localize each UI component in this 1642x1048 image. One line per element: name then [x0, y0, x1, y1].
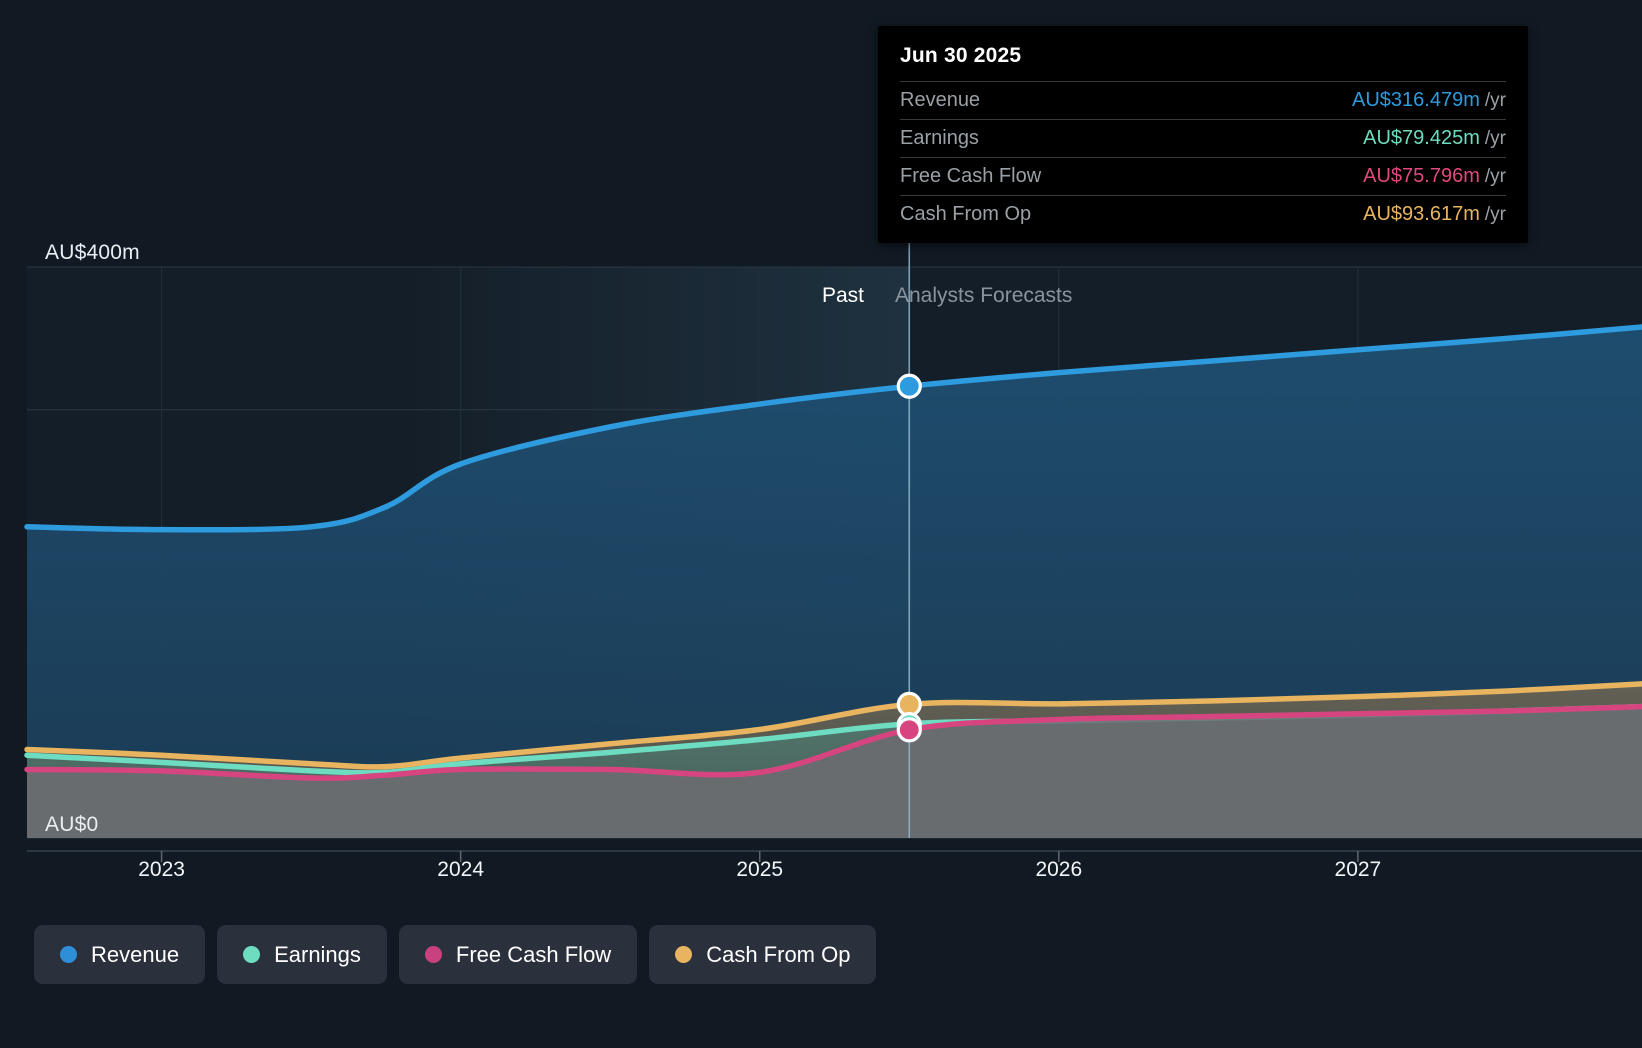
- legend-label: Free Cash Flow: [455, 941, 612, 967]
- chart-legend[interactable]: Revenue Earnings Free Cash Flow Cash From O…: [34, 925, 877, 984]
- legend-item-earnings[interactable]: Earnings: [217, 925, 387, 984]
- legend-color-dot-icon: [60, 946, 77, 963]
- legend-color-dot-icon: [424, 946, 442, 963]
- tooltip-row: Revenue AU$316.479m/yr: [900, 81, 1506, 119]
- tooltip-date: Jun 30 2025: [900, 44, 1022, 67]
- tooltip-metric-unit: /yr: [1484, 90, 1506, 111]
- tooltip-row: Free Cash Flow AU$75.796m/yr: [900, 157, 1506, 195]
- past-band-label: Past: [821, 284, 864, 307]
- forecast-band-label: Analysts Forecasts: [895, 284, 1073, 307]
- tooltip-row: Earnings AU$79.425m/yr: [900, 119, 1506, 157]
- marker-revenue: [896, 373, 922, 399]
- y-axis-max-label: AU$400m: [45, 241, 140, 264]
- marker-free-cash-flow: [896, 717, 922, 743]
- tooltip-metric-value: AU$316.479m/yr: [1352, 89, 1506, 112]
- tooltip-metric-amount: AU$75.796m: [1363, 165, 1480, 187]
- x-axis-label-2027: 2027: [1334, 858, 1382, 881]
- tooltip-metric-amount: AU$93.617m: [1363, 203, 1480, 225]
- tooltip-metric-value: AU$75.796m/yr: [1363, 165, 1506, 188]
- area-free-cash-flow: [27, 706, 1642, 838]
- tooltip-metric-name: Cash From Op: [900, 203, 1032, 225]
- line-revenue: [24, 324, 1642, 533]
- tooltip-metric-name: Free Cash Flow: [900, 165, 1042, 187]
- line-cash-from-op: [24, 681, 1642, 770]
- tooltip-metric-value: AU$79.425m/yr: [1363, 127, 1506, 150]
- legend-label: Revenue: [91, 941, 180, 967]
- legend-item-free-cash-flow[interactable]: Free Cash Flow: [398, 925, 638, 984]
- tooltip-metric-amount: AU$79.425m: [1363, 127, 1480, 149]
- y-axis-min-label: AU$0: [45, 813, 99, 836]
- legend-item-cash-from-op[interactable]: Cash From Op: [649, 925, 877, 984]
- legend-label: Cash From Op: [706, 941, 851, 967]
- tooltip-metric-unit: /yr: [1484, 204, 1506, 225]
- x-axis-label-2023: 2023: [138, 858, 185, 881]
- x-axis-label-2025: 2025: [736, 858, 784, 881]
- legend-color-dot-icon: [675, 946, 693, 963]
- tooltip-metric-name: Earnings: [900, 127, 979, 149]
- legend-item-revenue[interactable]: Revenue: [34, 925, 206, 984]
- tooltip-metric-name: Revenue: [900, 89, 981, 111]
- legend-color-dot-icon: [243, 946, 261, 963]
- tooltip-metric-amount: AU$316.479m: [1352, 89, 1480, 111]
- x-axis-label-2026: 2026: [1035, 858, 1083, 881]
- tooltip-metric-value: AU$93.617m/yr: [1363, 203, 1506, 226]
- x-axis-label-2024: 2024: [437, 858, 485, 881]
- data-tooltip: Jun 30 2025 Revenue AU$316.479m/yr Earning…: [878, 26, 1528, 243]
- line-free-cash-flow: [24, 703, 1642, 781]
- tooltip-metric-unit: /yr: [1484, 128, 1506, 149]
- tooltip-row: Cash From Op AU$93.617m/yr: [900, 195, 1506, 233]
- legend-label: Earnings: [274, 941, 361, 967]
- tooltip-rows: Revenue AU$316.479m/yr Earnings AU$79.425m /…: [900, 81, 1506, 233]
- tooltip-metric-unit: /yr: [1484, 166, 1506, 187]
